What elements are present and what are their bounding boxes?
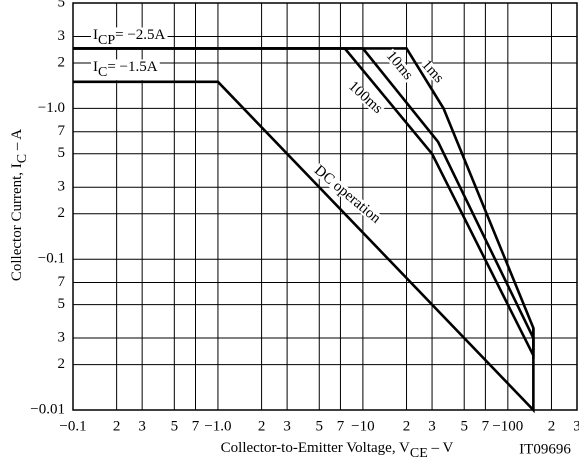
annotation-sub: C	[98, 65, 107, 80]
curve-label-bg	[311, 163, 384, 227]
x-tick-label: −1.0	[204, 418, 231, 434]
x-tick-label: 5	[171, 418, 179, 434]
x-tick-label: −100	[492, 418, 523, 434]
annotation-sub: CP	[98, 33, 115, 48]
legend-label: 1ms	[418, 57, 447, 86]
plot-frame	[72, 2, 578, 411]
x-tick-label: −0.1	[59, 418, 86, 434]
annotation-text: I	[93, 59, 98, 75]
y-tick-label: 5	[58, 145, 66, 161]
annotation-text: = −1.5A	[107, 59, 157, 75]
annotation-bg	[91, 27, 168, 49]
curve	[73, 80, 535, 414]
x-tick-label: 5	[460, 418, 468, 434]
y-tick-label: −1.0	[38, 100, 65, 116]
curve-label-bg	[383, 48, 416, 83]
curve-label-bg	[345, 79, 386, 117]
y-tick-label: 5	[58, 0, 66, 10]
y-tick-label: 3	[58, 329, 66, 345]
y-axis-title-sub: C	[15, 154, 30, 163]
annotation-text: = −2.5A	[115, 27, 165, 43]
x-tick-label: 3	[283, 418, 291, 434]
x-tick-label: 2	[258, 418, 266, 434]
y-axis-title-text: Collector Current, I	[9, 163, 25, 281]
annotation: ICP= −2.5A	[93, 27, 166, 48]
x-tick-label: 7	[192, 418, 200, 434]
x-tick-label: 2	[548, 418, 556, 434]
x-axis-title-text: Collector-to-Emitter Voltage, V	[221, 440, 410, 456]
y-axis-title-text: – A	[9, 129, 25, 154]
x-tick-label: 2	[113, 418, 121, 434]
y-tick-label: 3	[58, 28, 66, 44]
annotation: IC= −1.5A	[93, 59, 158, 80]
x-axis-title: Collector-to-Emitter Voltage, VCE – V	[221, 440, 454, 461]
y-tick-label: 5	[58, 296, 66, 312]
figure-code: IT09696	[519, 441, 571, 457]
y-axis-title: Collector Current, IC – A	[9, 129, 30, 281]
curve-label-bg	[418, 57, 447, 86]
x-tick-label: 3	[138, 418, 146, 434]
x-axis-title-sub: CE	[410, 446, 428, 461]
annotation-bg	[91, 59, 160, 81]
y-tick-label: 2	[58, 356, 66, 372]
x-axis-title-text: – V	[428, 440, 454, 456]
legend-label: 100ms	[345, 78, 386, 117]
x-tick-label: 5	[316, 418, 324, 434]
y-tick-label: 7	[58, 274, 66, 290]
curve	[73, 47, 535, 357]
annotation-text: I	[93, 27, 98, 43]
y-tick-label: −0.1	[38, 251, 65, 267]
x-tick-label: 2	[403, 418, 411, 434]
y-tick-label: 7	[58, 123, 66, 139]
x-tick-label: 7	[482, 418, 490, 434]
x-tick-label: 3	[573, 418, 579, 434]
y-tick-label: 3	[58, 179, 66, 195]
x-tick-label: 7	[337, 418, 345, 434]
y-tick-label: −0.01	[30, 401, 65, 417]
x-tick-label: 3	[428, 418, 436, 434]
y-tick-label: 2	[58, 205, 66, 221]
x-tick-label: −10	[351, 418, 374, 434]
y-tick-label: 2	[58, 54, 66, 70]
